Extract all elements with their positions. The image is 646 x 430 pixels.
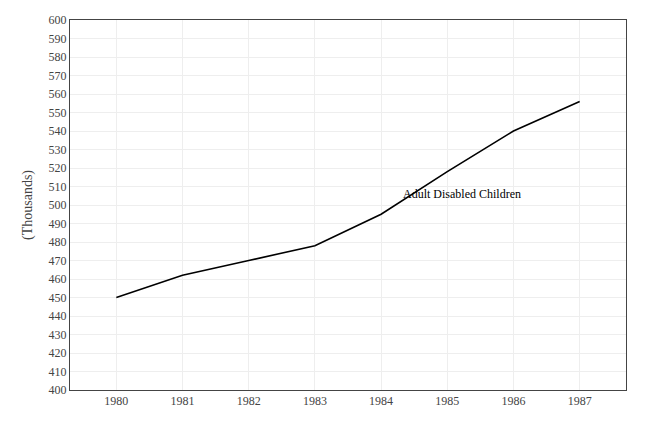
- svg-text:1983: 1983: [303, 394, 327, 408]
- svg-text:560: 560: [49, 87, 67, 101]
- svg-text:(Thousands): (Thousands): [20, 170, 36, 240]
- svg-text:600: 600: [49, 13, 67, 27]
- svg-text:580: 580: [49, 50, 67, 64]
- svg-text:550: 550: [49, 106, 67, 120]
- svg-text:460: 460: [49, 272, 67, 286]
- svg-text:Adult Disabled Children: Adult Disabled Children: [403, 187, 521, 201]
- svg-text:540: 540: [49, 124, 67, 138]
- svg-text:400: 400: [49, 383, 67, 397]
- svg-text:450: 450: [49, 291, 67, 305]
- svg-text:410: 410: [49, 365, 67, 379]
- svg-text:590: 590: [49, 32, 67, 46]
- svg-text:470: 470: [49, 254, 67, 268]
- svg-text:420: 420: [49, 346, 67, 360]
- svg-text:1986: 1986: [501, 394, 525, 408]
- svg-text:1981: 1981: [171, 394, 195, 408]
- svg-text:1982: 1982: [237, 394, 261, 408]
- svg-text:1985: 1985: [435, 394, 459, 408]
- svg-text:520: 520: [49, 161, 67, 175]
- svg-text:570: 570: [49, 69, 67, 83]
- svg-text:530: 530: [49, 143, 67, 157]
- svg-text:1987: 1987: [568, 394, 592, 408]
- svg-text:440: 440: [49, 309, 67, 323]
- svg-text:1980: 1980: [104, 394, 128, 408]
- svg-text:500: 500: [49, 198, 67, 212]
- svg-text:490: 490: [49, 217, 67, 231]
- svg-text:480: 480: [49, 235, 67, 249]
- svg-text:1984: 1984: [369, 394, 393, 408]
- svg-text:510: 510: [49, 180, 67, 194]
- svg-text:430: 430: [49, 328, 67, 342]
